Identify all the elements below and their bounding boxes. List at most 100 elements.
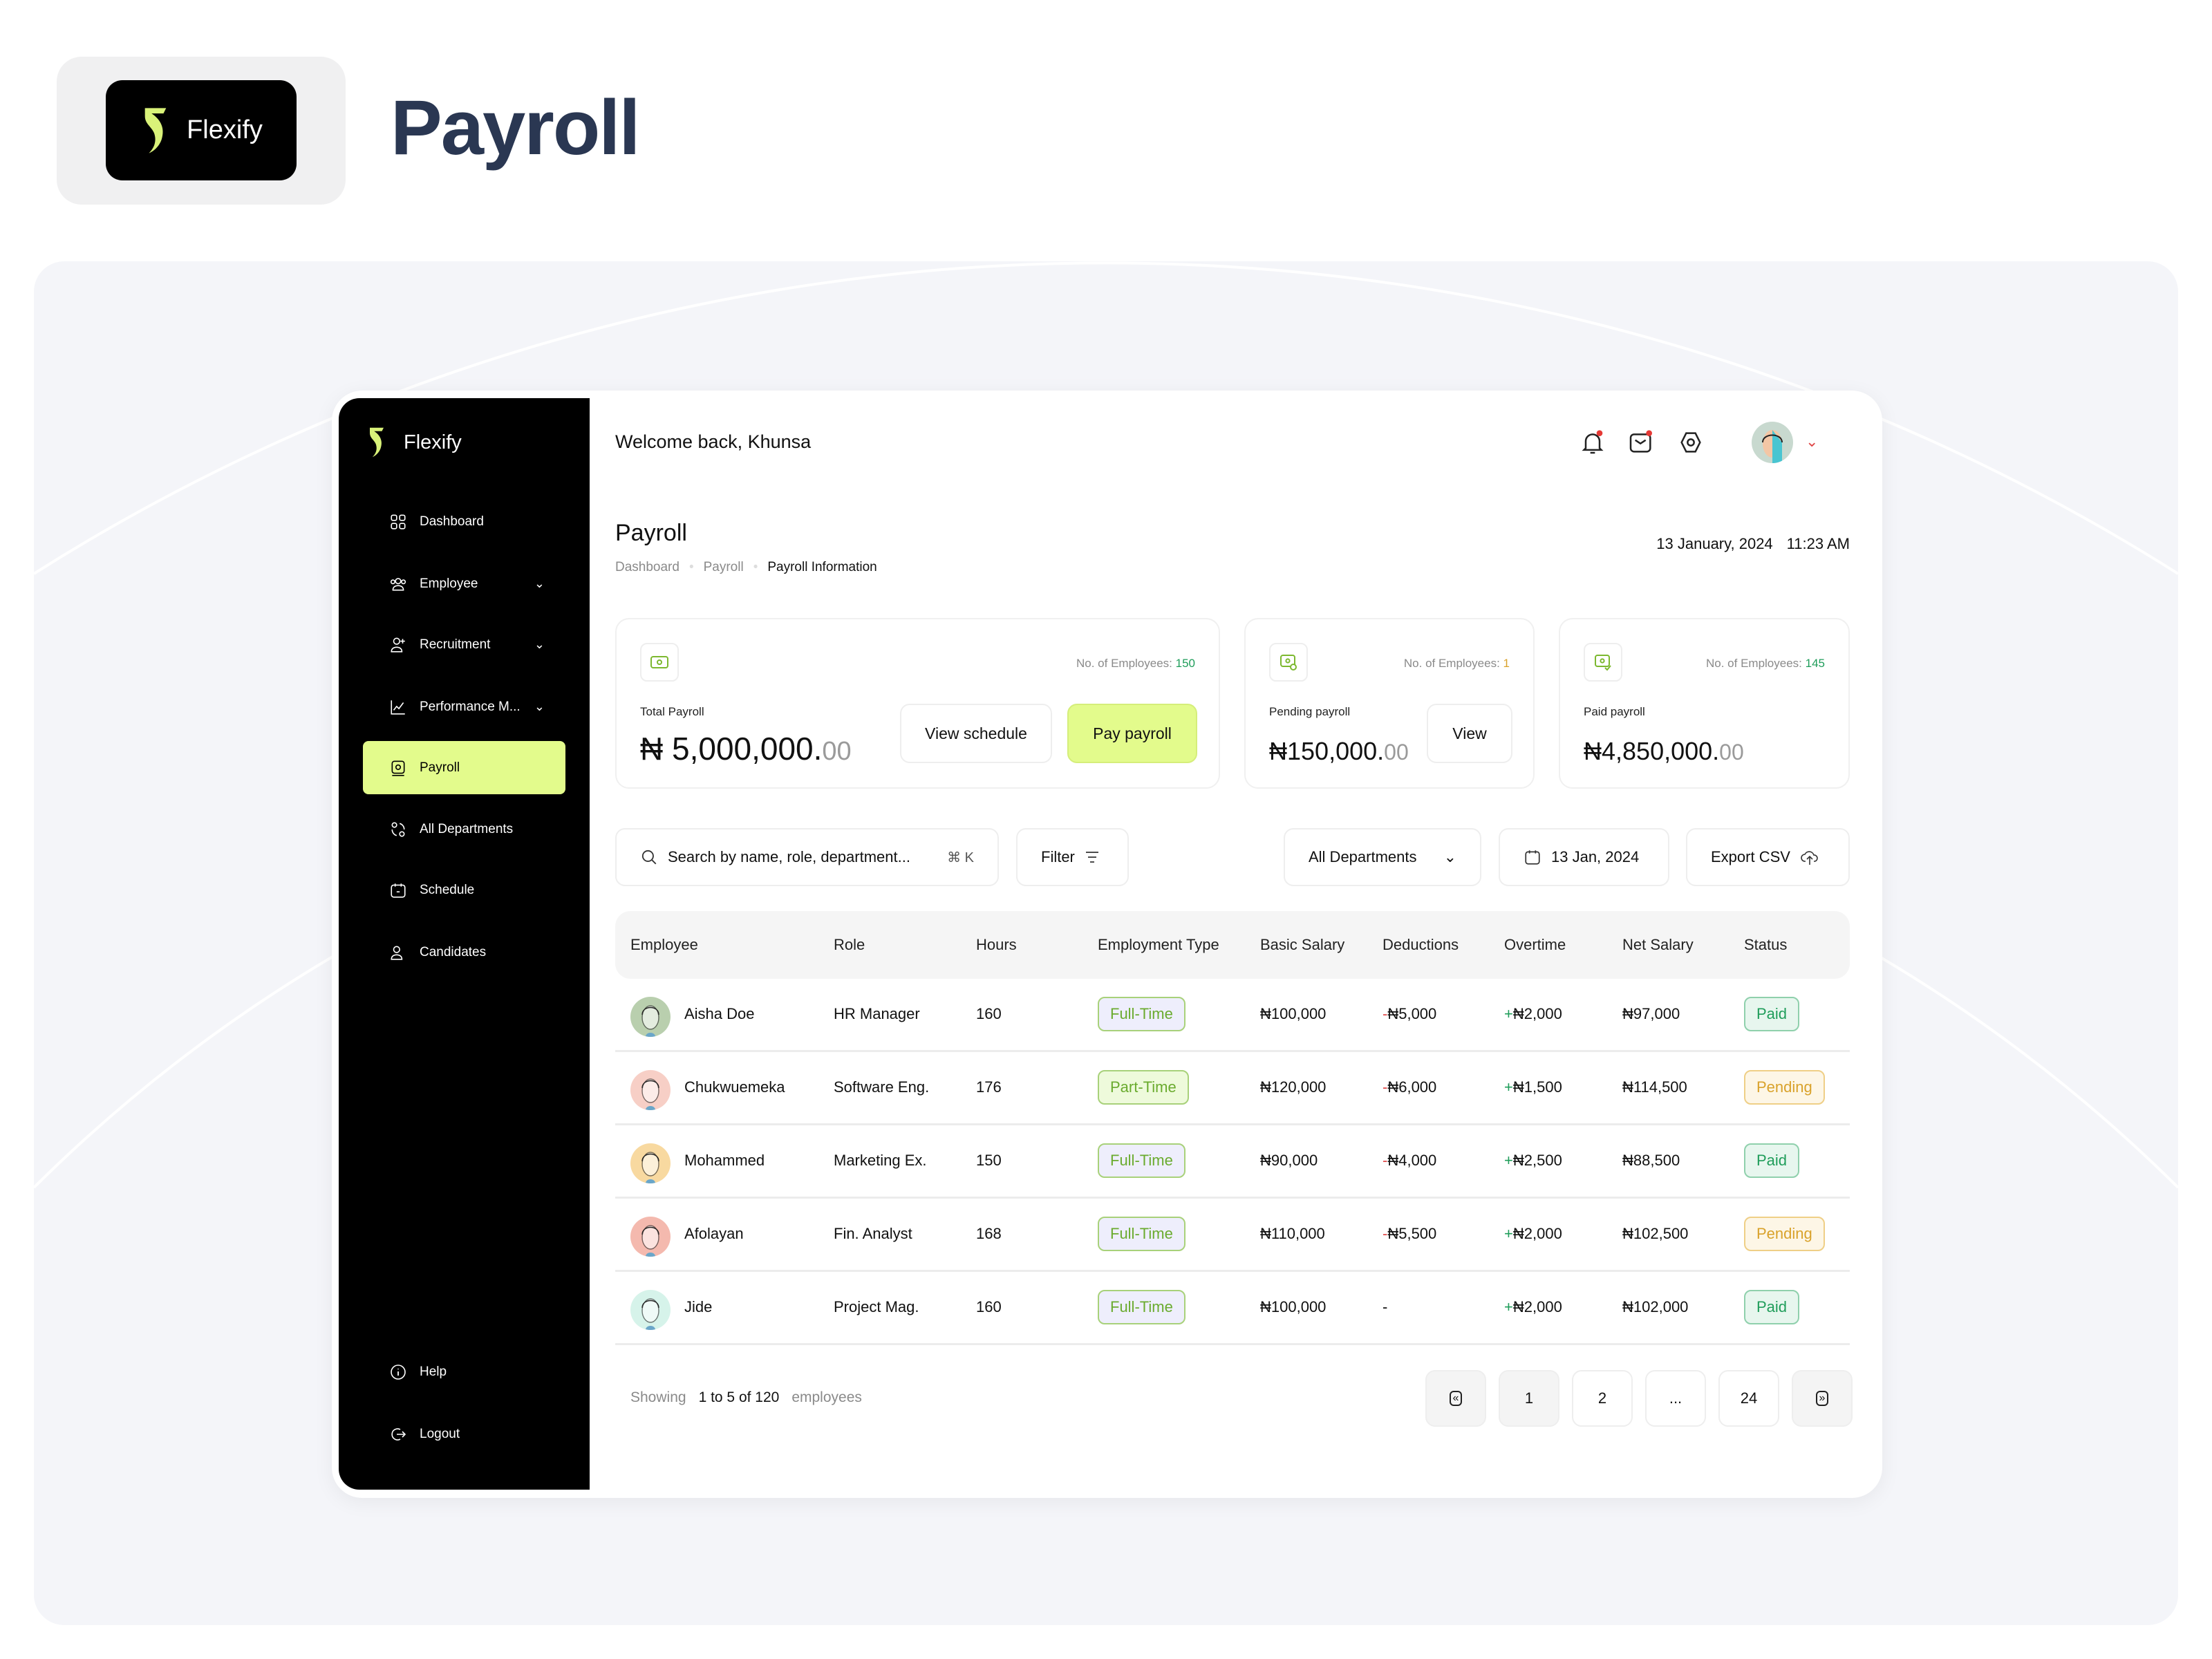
pending-payroll-amount: ₦150,000.00: [1269, 737, 1409, 765]
user-avatar[interactable]: [1752, 422, 1793, 463]
money-icon: [640, 643, 679, 682]
column-header[interactable]: Basic Salary: [1260, 936, 1345, 953]
page-button-2[interactable]: 2: [1572, 1370, 1633, 1427]
view-pending-button[interactable]: View: [1427, 704, 1512, 763]
department-select[interactable]: All Departments ⌄: [1284, 828, 1481, 886]
employee-role: Project Mag.: [834, 1298, 919, 1315]
date-picker[interactable]: 13 Jan, 2024: [1499, 828, 1669, 886]
pay-payroll-button[interactable]: Pay payroll: [1067, 704, 1197, 763]
column-header[interactable]: Hours: [976, 936, 1017, 953]
calendar-icon: [389, 881, 407, 899]
employee-role: HR Manager: [834, 1005, 920, 1022]
cloud-upload-icon: [1801, 851, 1818, 865]
logout-icon: [389, 1425, 407, 1443]
basic-salary: ₦100,000: [1260, 1298, 1327, 1315]
account-chevron-down-icon[interactable]: ⌄: [1806, 433, 1819, 450]
sidebar-brand[interactable]: Flexify: [366, 426, 462, 459]
paid-payroll-amount: ₦4,850,000.00: [1584, 737, 1744, 765]
money-check-icon: [1584, 643, 1622, 682]
amount-sign: +: [1504, 1152, 1513, 1169]
amount-sign: -: [1382, 1152, 1388, 1169]
column-header[interactable]: Employee: [630, 936, 698, 953]
bell-icon: [1582, 430, 1604, 454]
filter-button[interactable]: Filter: [1016, 828, 1129, 886]
sidebar-item-help[interactable]: Help: [363, 1345, 565, 1398]
current-datetime: 13 January, 2024 11:23 AM: [1656, 535, 1850, 553]
column-header[interactable]: Status: [1744, 936, 1788, 953]
amount-sign: -: [1382, 1225, 1388, 1242]
search-input[interactable]: Search by name, role, department... ⌘ K: [615, 828, 999, 886]
brand-logo: Flexify: [106, 80, 297, 180]
sidebar-item-performance-m[interactable]: Performance M... ⌄: [363, 680, 565, 733]
messages-button[interactable]: [1627, 429, 1655, 460]
employee-name[interactable]: Jide: [684, 1298, 713, 1315]
employee-avatar: [630, 997, 671, 1037]
table-row[interactable]: Afolayan Fin. Analyst 168 Full-Time ₦110,000…: [615, 1199, 1850, 1272]
table-row[interactable]: Jide Project Mag. 160 Full-Time ₦100,000 - +₦2…: [615, 1272, 1850, 1345]
sidebar-item-logout[interactable]: Logout: [363, 1407, 565, 1461]
chevron-down-icon[interactable]: ⌄: [534, 577, 545, 590]
sidebar-item-label: All Departments: [420, 821, 514, 836]
column-header[interactable]: Deductions: [1382, 936, 1459, 953]
basic-salary: ₦100,000: [1260, 1005, 1327, 1022]
employee-name[interactable]: Mohammed: [684, 1152, 765, 1169]
search-placeholder: Search by name, role, department...: [668, 848, 910, 865]
sidebar-item-schedule[interactable]: Schedule: [363, 863, 565, 917]
employee-name[interactable]: Aisha Doe: [684, 1005, 755, 1022]
chevron-down-icon[interactable]: ⌄: [534, 637, 545, 651]
sidebar-item-employee[interactable]: Employee ⌄: [363, 557, 565, 610]
first-page-button[interactable]: «: [1425, 1370, 1486, 1427]
sidebar-item-recruitment[interactable]: Recruitment ⌄: [363, 618, 565, 671]
employee-role: Fin. Analyst: [834, 1225, 912, 1242]
settings-button[interactable]: [1677, 429, 1705, 460]
sidebar-item-candidates[interactable]: Candidates: [363, 926, 565, 979]
current-time: 11:23 AM: [1786, 535, 1850, 552]
status-badge: Paid: [1744, 997, 1800, 1031]
overtime: +₦2,000: [1504, 1298, 1562, 1315]
column-header[interactable]: Net Salary: [1622, 936, 1694, 953]
table-row[interactable]: Aisha Doe HR Manager 160 Full-Time ₦100,000 -…: [615, 979, 1850, 1052]
employee-avatar: [630, 1070, 671, 1110]
deductions: -₦5,000: [1382, 1005, 1437, 1022]
column-header[interactable]: Employment Type: [1098, 936, 1219, 953]
last-page-button[interactable]: »: [1792, 1370, 1853, 1427]
column-header[interactable]: Role: [834, 936, 865, 953]
grid-icon: [389, 513, 407, 531]
employee-name[interactable]: Chukwuemeka: [684, 1078, 785, 1096]
employment-type-badge: Full-Time: [1098, 1143, 1185, 1178]
employment-type-badge: Full-Time: [1098, 1217, 1185, 1251]
employee-name[interactable]: Afolayan: [684, 1225, 744, 1242]
table-header: Employee Role Hours Employment Type Basic Sa…: [615, 911, 1850, 979]
employee-role: Software Eng.: [834, 1078, 930, 1096]
table-row[interactable]: Chukwuemeka Software Eng. 176 Part-Time ₦120…: [615, 1052, 1850, 1125]
card-label: Paid payroll: [1584, 705, 1645, 718]
total-payroll-card: No. of Employees: 150 Total Payroll ₦ 5,…: [615, 618, 1220, 789]
sidebar-item-label: Employee: [420, 576, 478, 591]
amount-sign: -: [1382, 1005, 1388, 1022]
double-chevron-left-icon: «: [1449, 1391, 1463, 1406]
employee-avatar: [630, 1217, 671, 1257]
view-schedule-button[interactable]: View schedule: [900, 704, 1052, 763]
net-salary: ₦97,000: [1622, 1005, 1680, 1022]
flexify-logo-icon: [370, 427, 384, 458]
sidebar-item-label: Recruitment: [420, 637, 491, 652]
column-header[interactable]: Overtime: [1504, 936, 1566, 953]
breadcrumb-item[interactable]: Payroll: [703, 560, 744, 574]
export-csv-button[interactable]: Export CSV: [1686, 828, 1850, 886]
chevron-down-icon[interactable]: ⌄: [534, 700, 545, 713]
deductions: -₦4,000: [1382, 1152, 1437, 1169]
breadcrumb-item[interactable]: Dashboard: [615, 560, 679, 574]
basic-salary: ₦120,000: [1260, 1078, 1327, 1096]
page-button-1[interactable]: 1: [1499, 1370, 1559, 1427]
sidebar-item-dashboard[interactable]: Dashboard: [363, 495, 565, 548]
sidebar-item-payroll[interactable]: Payroll: [363, 741, 565, 794]
sidebar-item-all-departments[interactable]: All Departments: [363, 803, 565, 856]
employee-role: Marketing Ex.: [834, 1152, 927, 1169]
search-shortcut: ⌘ K: [947, 850, 974, 865]
money-icon: [389, 759, 407, 777]
page-button-24[interactable]: 24: [1718, 1370, 1779, 1427]
date-value: 13 Jan, 2024: [1551, 848, 1640, 865]
table-row[interactable]: Mohammed Marketing Ex. 150 Full-Time ₦90,000…: [615, 1125, 1850, 1199]
sidebar-item-label: Schedule: [420, 882, 475, 897]
notifications-button[interactable]: [1579, 429, 1606, 460]
